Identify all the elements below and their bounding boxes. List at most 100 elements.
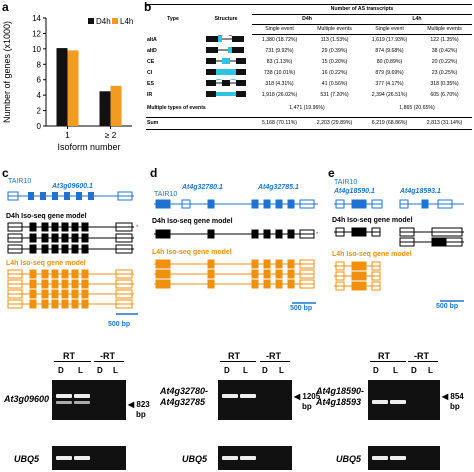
size-marker: ◀ 1205 (294, 392, 321, 401)
cell: 2,813 (31.14%) (417, 117, 472, 130)
x-axis-label: Isoform number (57, 142, 120, 152)
cell: 1,619 (17.93%) (371, 36, 408, 43)
cell: 122 (1.35%) (430, 36, 459, 43)
d4h-gene-models: * (7, 222, 139, 254)
scale-label: 500 bp (108, 321, 131, 328)
tair-gene-model: ** (334, 196, 464, 209)
row-type: Multiple types of events (147, 105, 206, 112)
control-gel (368, 446, 440, 470)
gene-label: At3g09600.1 (52, 183, 93, 190)
gel-band (56, 401, 72, 404)
cell: 738 (10.01%) (263, 69, 296, 76)
gel-band (240, 456, 256, 460)
size-value: 854 (450, 392, 464, 401)
y-tick-label: 14 (32, 14, 41, 23)
gel-gene-label-2: At4g18593 (316, 397, 362, 407)
cell: 41 (0.56%) (321, 80, 348, 87)
x-tick-label: ≥ 2 (105, 130, 117, 140)
bar (99, 91, 111, 126)
cell: 1,918 (26.02%) (261, 91, 298, 98)
row-type: altA (147, 36, 157, 43)
panel-e-gene-models: * * D4h Iso-seq gene model L4h Iso-seq ge… (332, 196, 464, 291)
panel-d-label: d (150, 166, 158, 180)
d4h-gene-models (334, 227, 464, 247)
gel-gene-label: At3g09600 (4, 394, 50, 404)
table-row: altA 1,380 (18.72%) 113 (1.53%) 1,619 (1… (146, 33, 472, 47)
gel-3-rt: RT (378, 351, 390, 361)
gene-label-2: At4g18593.1 (400, 188, 441, 195)
gene-label-2: At4g32785.1 (258, 184, 299, 191)
cell: 38 (0.42%) (431, 47, 458, 54)
cell: 731 (9.92%) (265, 47, 294, 54)
svg-text:*: * (178, 196, 181, 200)
gel-1-nrt: -RT (100, 351, 115, 361)
gel-band (222, 394, 238, 398)
size-marker: ◀ 823 (128, 400, 150, 409)
cell: 605 (6.70%) (430, 91, 459, 98)
tair-gene-model: * (154, 196, 318, 209)
control-gel (52, 446, 126, 470)
cell: 2,203 (29.89%) (307, 117, 362, 130)
cell: 318 (4.31%) (265, 80, 294, 87)
panel-c-label: c (2, 166, 9, 180)
structure-icon (200, 57, 252, 68)
control-label: UBQ5 (336, 454, 362, 464)
lane-label: D (58, 366, 64, 375)
y-tick-label: 0 (37, 122, 42, 131)
gel-band (390, 400, 406, 404)
gel-gene-label-2: At4g32785 (160, 397, 206, 407)
bar (56, 48, 68, 127)
control-label: UBQ5 (14, 454, 40, 464)
svg-text:*: * (456, 196, 459, 200)
size-unit: bp (302, 402, 312, 411)
tair-label: TAIR10 (8, 178, 32, 185)
svg-text:*: * (348, 196, 351, 200)
cell: 318 (0.35%) (430, 80, 459, 87)
lane-label: D (411, 366, 417, 375)
structure-icon (200, 90, 252, 101)
cell (200, 117, 252, 130)
table-row: CI 738 (10.01%) 16 (0.22%) 879 (9.69%) 2… (146, 68, 472, 79)
d4h-title: D4h Iso-seq gene model (6, 213, 87, 220)
y-tick-label: 6 (37, 76, 42, 85)
l4h-gene-models (334, 261, 381, 291)
cell: 80 (0.89%) (376, 58, 403, 65)
scale-label: 500 bp (290, 305, 313, 312)
sub-single-d: Single event (252, 24, 307, 35)
gel-image (52, 380, 126, 420)
l4h-gene-models (7, 269, 134, 309)
col-type: Type (146, 4, 200, 35)
gel-band (74, 394, 90, 398)
y-tick-label: 12 (32, 29, 41, 38)
row-type: ES (147, 80, 154, 87)
tair-label: TAIR10 (334, 179, 358, 186)
cell: 29 (0.39%) (321, 47, 348, 54)
l4h-title: L4h Iso-seq gene model (332, 251, 412, 258)
cell: 2,394 (26.51%) (371, 91, 408, 98)
cell: 531 (7.20%) (320, 91, 349, 98)
scale-label: 500 bp (436, 303, 459, 310)
gel-image (368, 380, 440, 420)
control-gel (218, 446, 292, 470)
y-tick-label: 2 (37, 107, 42, 116)
lane-label: L (113, 366, 118, 375)
cell: 15 (0.20%) (321, 58, 348, 65)
panel-e-label: e (328, 166, 335, 180)
svg-text:*: * (136, 225, 139, 231)
size-unit: bp (136, 410, 146, 419)
lane-label: L (428, 366, 433, 375)
col-structure: Structure (200, 4, 252, 35)
l4h-title: L4h Iso-seq gene model (6, 260, 86, 267)
row-type: IR (147, 91, 153, 98)
as-transcripts-table: Type Structure Number of AS transcripts … (146, 4, 472, 130)
group-d4h: D4h (252, 14, 362, 25)
d4h-title: D4h Iso-seq gene model (152, 218, 233, 225)
row-type: altD (147, 47, 157, 54)
lane-label: L (243, 366, 248, 375)
cell: 1,471 (19.96%) (289, 105, 325, 112)
table-row: IR 1,918 (26.02%) 531 (7.20%) 2,394 (26.… (146, 90, 472, 101)
control-label: UBQ5 (182, 454, 208, 464)
gel-band (222, 456, 238, 460)
size-unit: bp (450, 402, 460, 411)
x-tick-label: 1 (65, 130, 70, 140)
